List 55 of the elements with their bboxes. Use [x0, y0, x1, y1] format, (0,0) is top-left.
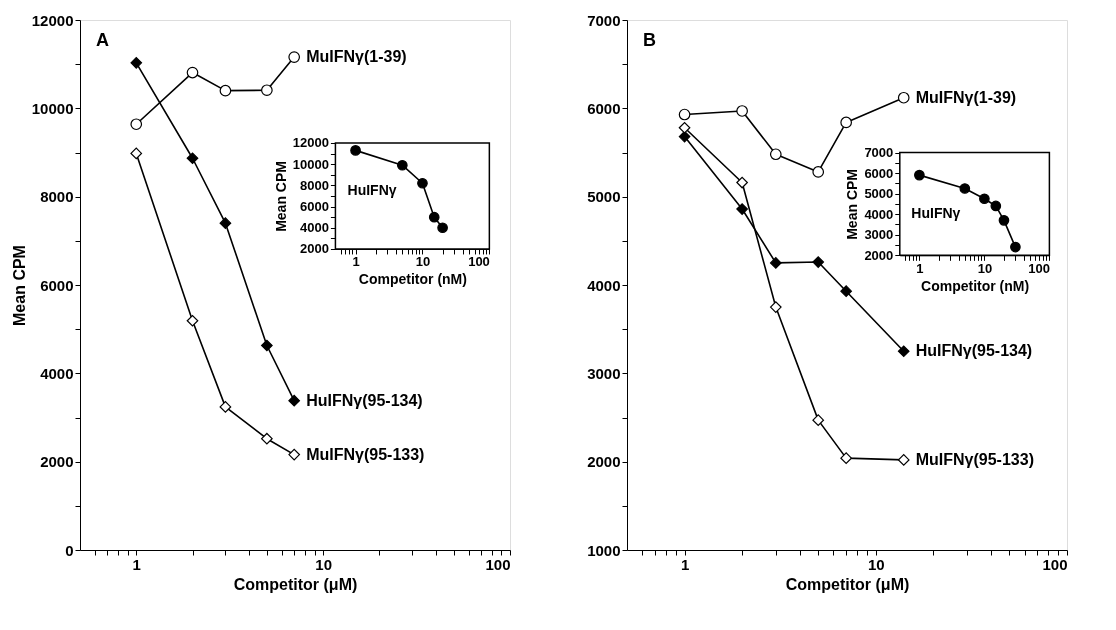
series-label: HuIFNγ(95-134)	[306, 391, 423, 409]
series-label: HuIFNγ	[911, 205, 961, 222]
y-tick-label: 2000	[40, 453, 74, 471]
x-tick-label: 1	[132, 555, 141, 573]
y-tick-label: 8000	[40, 188, 74, 206]
x-tick-label: 1	[352, 254, 360, 270]
y-tick-label: 3000	[864, 227, 894, 243]
series-label: MuIFNγ(1-39)	[306, 48, 407, 66]
y-tick-label: 4000	[300, 220, 329, 236]
text: B	[643, 30, 656, 50]
x-tick-label: 100	[468, 254, 490, 270]
series-label: MuIFNγ(95-133)	[306, 445, 425, 463]
y-tick-label: 10000	[292, 156, 329, 172]
y-tick-label: 4000	[587, 276, 621, 294]
y-tick-label: 5000	[864, 186, 894, 202]
x-tick-label: 10	[867, 555, 885, 573]
y-tick-label: 5000	[587, 188, 621, 206]
series-label: HuIFNγ	[347, 181, 397, 198]
x-tick-label: 1	[680, 555, 690, 573]
x-tick-label: 10	[415, 254, 431, 270]
x-axis-title: Competitor (nM)	[921, 277, 1030, 294]
y-tick-label: 7000	[587, 11, 621, 29]
y-tick-label: 4000	[864, 206, 894, 222]
y-tick-label: 6000	[587, 99, 621, 117]
y-tick-label: 10000	[31, 99, 74, 117]
y-tick-label: 4000	[40, 364, 74, 382]
y-tick-label: 8000	[300, 177, 329, 193]
x-tick-label: 10	[977, 260, 993, 276]
x-axis-title: Competitor (μM)	[785, 575, 910, 593]
y-tick-label: 1000	[587, 541, 621, 559]
y-tick-label: 6000	[40, 276, 74, 294]
y-tick-label: 2000	[864, 247, 894, 263]
y-tick-label: 2000	[300, 241, 329, 257]
y-tick-label: 12000	[292, 135, 329, 151]
y-axis-title: Mean CPM	[844, 169, 861, 240]
series-label: HuIFNγ(95-134)	[915, 342, 1033, 360]
x-tick-label: 100	[1028, 260, 1050, 276]
y-tick-label: 12000	[31, 11, 74, 29]
x-axis-title: Competitor (μM)	[233, 575, 358, 593]
y-axis-title: Mean CPM	[10, 245, 28, 326]
x-tick-label: 1	[916, 260, 924, 276]
text: A	[96, 30, 109, 50]
y-tick-label: 2000	[587, 453, 621, 471]
y-tick-label: 6000	[864, 165, 894, 181]
y-axis-title: Mean CPM	[272, 161, 289, 232]
x-axis-title: Competitor (nM)	[358, 271, 467, 288]
y-tick-label: 6000	[300, 199, 329, 215]
series-label: MuIFNγ(1-39)	[915, 88, 1017, 106]
x-tick-label: 100	[1042, 555, 1068, 573]
x-tick-label: 10	[315, 555, 332, 573]
x-tick-label: 100	[485, 555, 511, 573]
series-label: MuIFNγ(95-133)	[915, 450, 1034, 468]
y-tick-label: 0	[65, 541, 74, 559]
y-tick-label: 3000	[587, 364, 621, 382]
y-tick-label: 7000	[864, 145, 894, 160]
